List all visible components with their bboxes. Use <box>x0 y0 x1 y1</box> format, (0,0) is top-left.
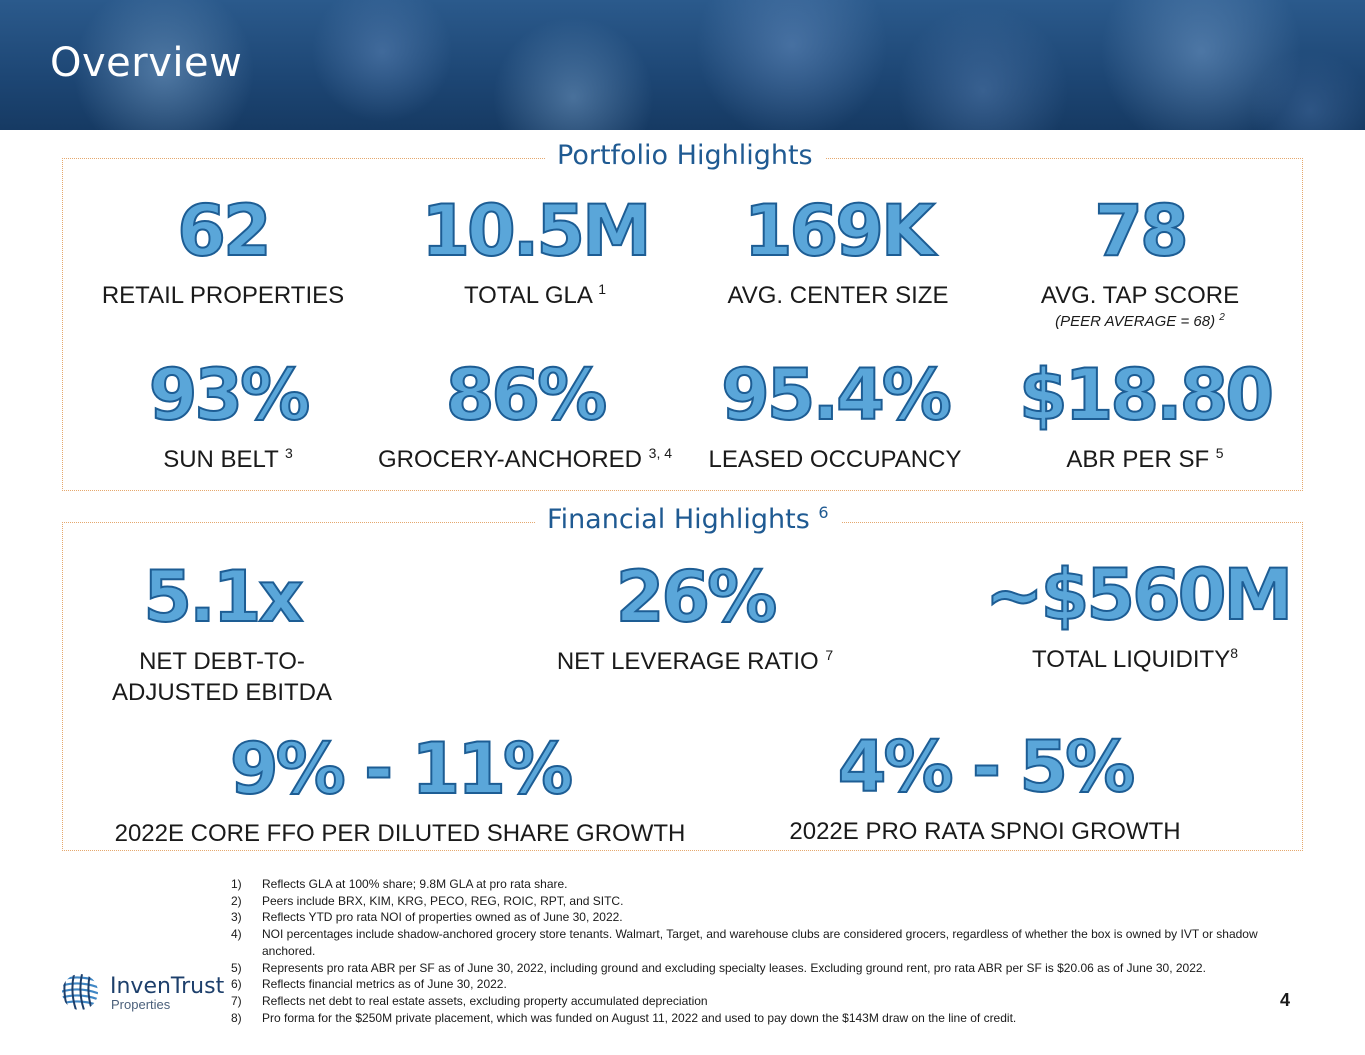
metric-label: 2022E CORE FFO PER DILUTED SHARE GROWTH <box>114 820 686 847</box>
metric-total-gla: 10.5M TOTAL GLA 1 <box>400 190 670 311</box>
metric-abr-per-sf: $18.80 ABR PER SF 5 <box>1010 354 1280 475</box>
metric-value: 62 <box>176 190 272 272</box>
metric-value: 169K <box>743 190 936 272</box>
metric-grocery-anchored: 86% GROCERY-ANCHORED 3, 4 <box>375 354 675 475</box>
metric-label: TOTAL LIQUIDITY8 <box>1031 645 1239 673</box>
metric-value: 93% <box>148 354 312 436</box>
metric-label: ABR PER SF 5 <box>1066 445 1224 473</box>
metric-label-line2: ADJUSTED EBITDA <box>111 679 333 706</box>
metric-label: TOTAL GLA 1 <box>463 281 607 309</box>
portfolio-highlights-title: Portfolio Highlights <box>545 140 825 171</box>
metric-value: 9% - 11% <box>229 728 574 810</box>
metric-retail-properties: 62 RETAIL PROPERTIES <box>98 190 348 311</box>
metric-value: 95.4% <box>720 354 953 436</box>
metric-spnoi-growth: 4% - 5% 2022E PRO RATA SPNOI GROWTH <box>780 726 1190 847</box>
metric-value: 86% <box>445 354 609 436</box>
metric-label: NET LEVERAGE RATIO 7 <box>556 647 834 675</box>
metric-leased-occupancy: 95.4% LEASED OCCUPANCY <box>700 354 970 475</box>
footnote: 1) Reflects GLA at 100% share; 9.8M GLA a… <box>231 877 568 891</box>
page-title: Overview <box>50 40 243 86</box>
peer-average-note: (PEER AVERAGE = 68) 2 <box>1055 312 1225 331</box>
footnote: 2) Peers include BRX, KIM, KRG, PECO, REG… <box>231 893 624 908</box>
footnote: 3) Reflects YTD pro rata NOI of propertie… <box>231 910 623 925</box>
metric-value: 10.5M <box>420 190 652 272</box>
metric-value: ~$560M <box>984 554 1294 636</box>
metric-value: $18.80 <box>1018 354 1275 436</box>
metric-label: GROCERY-ANCHORED 3, 4 <box>377 445 673 473</box>
page-number: 4 <box>1280 990 1291 1010</box>
footnotes: 1) Reflects GLA at 100% share; 9.8M GLA a… <box>231 876 1271 1026</box>
metric-total-liquidity: ~$560M TOTAL LIQUIDITY8 <box>984 554 1294 675</box>
footnote: 4) NOI percentages include shadow-anchore… <box>231 927 1258 958</box>
metric-label: RETAIL PROPERTIES <box>101 282 345 309</box>
metric-net-leverage-ratio: 26% NET LEVERAGE RATIO 7 <box>545 556 845 677</box>
footnote: 7) Reflects net debt to real estate asset… <box>231 993 708 1008</box>
metric-label: AVG. CENTER SIZE <box>727 282 949 309</box>
metric-avg-center-size: 169K AVG. CENTER SIZE <box>708 190 968 311</box>
metric-label: SUN BELT 3 <box>163 445 293 473</box>
footnote: 8) Pro forma for the $250M private placem… <box>231 1010 1017 1025</box>
metric-label: LEASED OCCUPANCY <box>708 446 962 473</box>
footnote: 6) Reflects financial metrics as of June … <box>231 977 507 992</box>
metric-value: 4% - 5% <box>837 726 1136 808</box>
metric-core-ffo-growth: 9% - 11% 2022E CORE FFO PER DILUTED SHAR… <box>100 728 700 849</box>
logo-name: InvenTrust <box>110 974 225 999</box>
metric-net-debt-to-ebitda: 5.1x NET DEBT-TO- ADJUSTED EBITDA <box>97 556 347 708</box>
metric-label-line1: NET DEBT-TO- <box>139 648 305 675</box>
metric-label: AVG. TAP SCORE <box>1040 282 1240 309</box>
financial-highlights-title: Financial Highlights 6 <box>535 504 841 535</box>
metric-sun-belt: 93% SUN BELT 3 <box>98 354 358 475</box>
metric-value: 26% <box>615 556 779 638</box>
footnote: 5) Represents pro rata ABR per SF as of J… <box>231 960 1206 975</box>
inventrust-logo: InvenTrust Properties <box>58 972 228 1014</box>
header-banner: Overview <box>0 0 1365 130</box>
globe-icon <box>62 974 98 1010</box>
metric-avg-tap-score: 78 AVG. TAP SCORE (PEER AVERAGE = 68) 2 <box>1010 190 1270 331</box>
metric-value: 78 <box>1093 190 1189 272</box>
metric-label: 2022E PRO RATA SPNOI GROWTH <box>789 818 1181 845</box>
metric-value: 5.1x <box>142 556 304 638</box>
logo-subtitle: Properties <box>111 997 171 1012</box>
